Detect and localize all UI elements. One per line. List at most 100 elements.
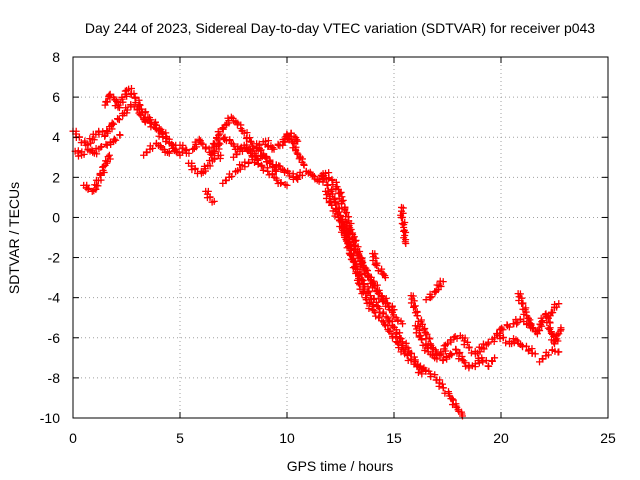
data-point-marker xyxy=(456,349,464,357)
data-point-marker xyxy=(123,92,131,100)
x-axis-label: GPS time / hours xyxy=(287,458,394,474)
data-point-marker xyxy=(417,336,425,344)
data-point-marker xyxy=(422,296,430,304)
data-point-marker xyxy=(283,131,291,139)
data-point-marker xyxy=(442,353,450,361)
data-point-marker xyxy=(272,167,280,175)
data-point-marker xyxy=(372,254,380,262)
data-point-marker xyxy=(264,143,272,151)
y-tick-label: -4 xyxy=(48,290,61,306)
data-point-marker xyxy=(547,309,555,317)
data-point-marker xyxy=(418,320,426,328)
data-point-marker xyxy=(192,140,200,148)
y-axis-label: SDTVAR / TECUs xyxy=(6,182,22,294)
data-point-marker xyxy=(90,136,98,144)
data-point-marker xyxy=(499,326,507,334)
data-point-marker xyxy=(426,335,434,343)
data-point-marker xyxy=(236,165,244,173)
data-point-marker xyxy=(298,171,306,179)
data-point-marker xyxy=(165,148,173,156)
data-point-marker xyxy=(439,278,447,286)
data-point-marker xyxy=(246,146,254,154)
data-point-marker xyxy=(156,142,164,150)
data-point-marker xyxy=(222,177,230,185)
data-point-marker xyxy=(452,402,460,410)
data-point-marker xyxy=(127,90,135,98)
data-point-marker xyxy=(539,317,547,325)
x-tick-label: 25 xyxy=(600,430,616,446)
data-point-marker xyxy=(358,259,366,267)
data-point-marker xyxy=(392,330,400,338)
data-point-marker xyxy=(370,307,378,315)
data-point-marker xyxy=(170,147,178,155)
data-point-marker xyxy=(279,138,287,146)
data-point-marker xyxy=(446,350,454,358)
data-point-marker xyxy=(382,294,390,302)
data-points xyxy=(69,85,565,420)
data-point-marker xyxy=(285,172,293,180)
data-point-marker xyxy=(458,408,466,416)
data-point-marker xyxy=(165,135,173,143)
data-point-marker xyxy=(384,300,392,308)
data-point-marker xyxy=(431,288,439,296)
data-point-marker xyxy=(476,348,484,356)
data-point-marker xyxy=(333,200,341,208)
chart-title: Day 244 of 2023, Sidereal Day-to-day VTE… xyxy=(85,20,595,36)
data-point-marker xyxy=(210,154,218,162)
data-point-marker xyxy=(373,261,381,269)
data-point-marker xyxy=(366,292,374,300)
data-point-marker xyxy=(191,164,199,172)
data-point-marker xyxy=(343,222,351,230)
data-point-marker xyxy=(518,300,526,308)
data-point-marker xyxy=(315,176,323,184)
data-point-marker xyxy=(221,133,229,141)
data-point-marker xyxy=(531,350,539,358)
y-tick-label: -10 xyxy=(40,410,60,426)
data-point-marker xyxy=(108,119,116,127)
data-point-marker xyxy=(283,181,291,189)
data-point-marker xyxy=(105,91,113,99)
data-point-marker xyxy=(428,293,436,301)
data-point-marker xyxy=(410,303,418,311)
data-point-marker xyxy=(300,161,308,169)
data-point-marker xyxy=(146,114,154,122)
data-point-marker xyxy=(80,150,88,158)
data-point-marker xyxy=(272,174,280,182)
data-point-marker xyxy=(357,254,365,262)
data-point-marker xyxy=(479,358,487,366)
data-point-marker xyxy=(341,207,349,215)
data-point-marker xyxy=(88,187,96,195)
y-tick-label: 6 xyxy=(52,89,60,105)
data-point-marker xyxy=(484,338,492,346)
data-point-marker xyxy=(332,178,340,186)
data-point-marker xyxy=(242,135,250,143)
data-point-marker xyxy=(464,338,472,346)
data-point-marker xyxy=(251,150,259,158)
data-point-marker xyxy=(452,346,460,354)
data-point-marker xyxy=(100,169,108,177)
data-point-marker xyxy=(110,135,118,143)
data-point-marker xyxy=(400,227,408,235)
data-point-marker xyxy=(227,113,235,121)
data-point-marker xyxy=(413,312,421,320)
data-point-marker xyxy=(290,140,298,148)
data-point-marker xyxy=(505,323,513,331)
data-point-marker xyxy=(115,116,123,124)
data-point-marker xyxy=(449,401,457,409)
data-point-marker xyxy=(416,332,424,340)
data-point-marker xyxy=(550,338,558,346)
data-point-marker xyxy=(450,334,458,342)
data-point-marker xyxy=(118,93,126,101)
data-point-marker xyxy=(467,349,475,357)
data-point-marker xyxy=(195,135,203,143)
data-point-marker xyxy=(292,133,300,141)
data-point-marker xyxy=(136,101,144,109)
data-point-marker xyxy=(512,336,520,344)
data-point-marker xyxy=(394,316,402,324)
data-point-marker xyxy=(465,343,473,351)
data-point-marker xyxy=(438,380,446,388)
data-point-marker xyxy=(513,320,521,328)
data-point-marker xyxy=(264,167,272,175)
data-point-marker xyxy=(116,131,124,139)
data-point-marker xyxy=(437,282,445,290)
